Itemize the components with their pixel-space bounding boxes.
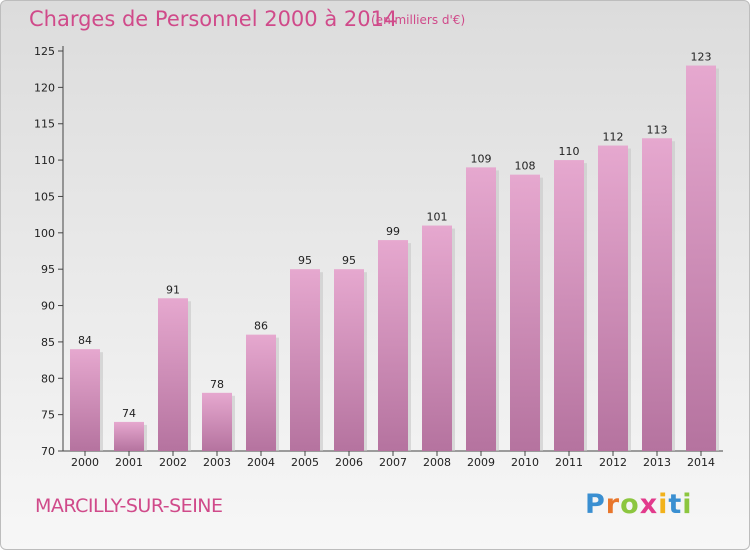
logo-letter: P [585,489,606,520]
bar-value-label: 108 [515,160,536,173]
x-tick-label: 2013 [643,456,671,469]
bar-2001 [114,421,144,451]
bar-2010 [510,174,540,452]
data-labels: 84 74 91 78 86 95 95 99 101 109 108 110 112 113 123 [78,51,712,420]
bar-value-label: 74 [122,407,136,420]
bar-2011 [554,160,584,451]
proxiti-logo: Proxiti [585,489,693,520]
y-tick-label: 85 [41,336,55,349]
bar-value-label: 84 [78,334,92,347]
x-tick-label: 2012 [599,456,627,469]
bar-value-label: 91 [166,283,180,296]
bar-value-label: 123 [691,51,712,64]
bar-2007 [378,240,408,451]
y-tick-label: 105 [34,190,55,203]
bar-value-label: 101 [427,211,448,224]
x-tick-label: 2014 [687,456,715,469]
y-tick-label: 80 [41,372,55,385]
bar-2002 [158,298,188,451]
bar-2012 [598,145,628,451]
x-tick-label: 2002 [159,456,187,469]
y-axis: 70 75 80 85 90 95 100 105 110 115 120 125 [34,45,64,458]
bar-2000 [70,349,100,451]
y-tick-label: 120 [34,81,55,94]
bar-value-label: 113 [647,123,668,136]
bar-value-label: 86 [254,320,268,333]
bar-2014 [686,65,716,451]
x-tick-label: 2001 [115,456,143,469]
bar-2006 [334,269,364,451]
bar-value-label: 99 [386,225,400,238]
bar-value-label: 112 [603,131,624,144]
bar-value-label: 109 [471,152,492,165]
logo-letter: r [605,489,621,520]
y-tick-label: 95 [41,263,55,276]
x-tick-label: 2005 [291,456,319,469]
x-tick-label: 2007 [379,456,407,469]
x-tick-label: 2006 [335,456,363,469]
bar-2004 [246,334,276,451]
y-tick-label: 100 [34,227,55,240]
x-tick-label: 2011 [555,456,583,469]
x-axis: 2000 2001 2002 2003 2004 2005 2006 2007 2008 2009… [63,450,723,469]
x-tick-label: 2008 [423,456,451,469]
y-tick-label: 90 [41,300,55,313]
logo-letter: i [682,489,693,520]
commune-name: MARCILLY-SUR-SEINE [35,495,223,517]
x-tick-label: 2004 [247,456,275,469]
bar-2003 [202,392,232,451]
logo-letter: x [639,489,659,520]
y-tick-label: 70 [41,445,55,458]
bar-value-label: 110 [559,145,580,158]
bar-series [70,65,719,452]
x-tick-label: 2009 [467,456,495,469]
bar-value-label: 95 [298,254,312,267]
bar-2009 [466,167,496,451]
logo-letter: o [620,489,640,520]
bar-2005 [290,269,320,451]
x-tick-label: 2000 [71,456,99,469]
y-tick-label: 115 [34,118,55,131]
bar-2008 [422,225,452,451]
y-tick-label: 125 [34,45,55,58]
bar-2013 [642,138,672,452]
logo-letter: t [668,489,683,520]
logo-letter: i [658,489,669,520]
y-tick-label: 110 [34,154,55,167]
y-tick-label: 75 [41,409,55,422]
bar-value-label: 95 [342,254,356,267]
x-tick-label: 2010 [511,456,539,469]
chart-title: Charges de Personnel 2000 à 2014 [29,7,398,31]
x-tick-label: 2003 [203,456,231,469]
bar-value-label: 78 [210,378,224,391]
chart-subtitle: (en milliers d'€) [371,13,466,27]
